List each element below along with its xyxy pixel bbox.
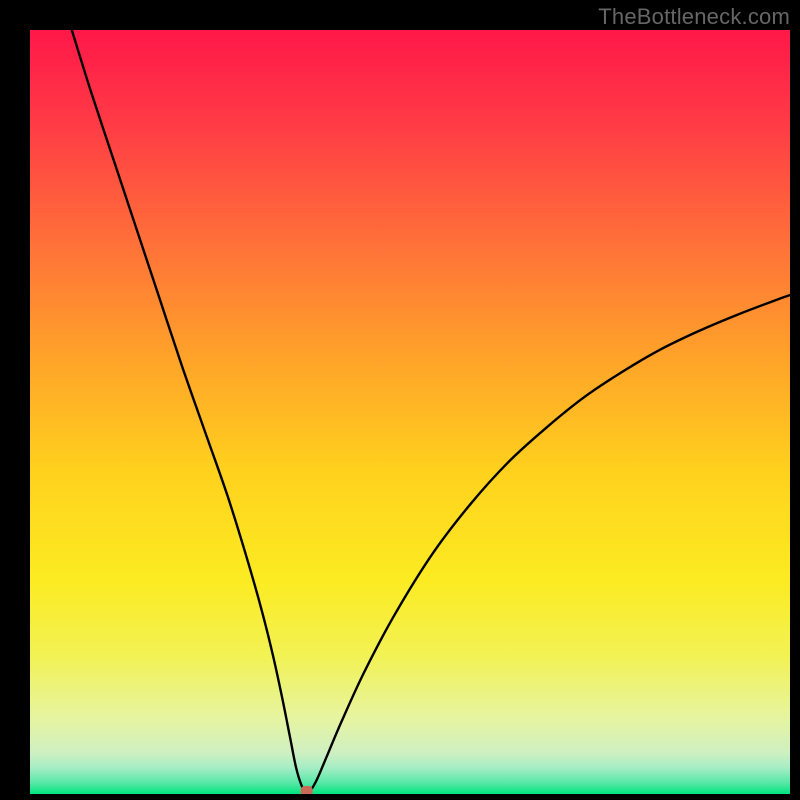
watermark-text: TheBottleneck.com <box>598 4 790 30</box>
gradient-background <box>30 30 790 794</box>
frame-border-left <box>0 0 30 800</box>
chart-frame: TheBottleneck.com <box>0 0 800 800</box>
frame-border-right <box>790 0 800 800</box>
frame-border-bottom <box>0 794 800 800</box>
bottleneck-curve-chart <box>0 0 800 800</box>
